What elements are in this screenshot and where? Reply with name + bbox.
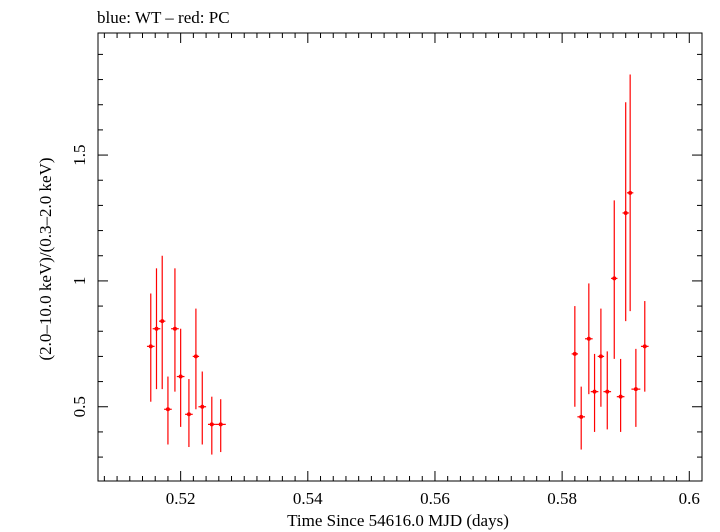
y-tick-label: 1.5 xyxy=(70,144,89,165)
point-marker xyxy=(642,344,647,349)
data-point xyxy=(192,308,200,410)
point-marker xyxy=(193,354,198,359)
x-tick-label: 0.54 xyxy=(293,489,323,508)
data-point xyxy=(626,74,634,312)
x-tick-label: 0.52 xyxy=(166,489,196,508)
tick-labels: 0.52 0.54 0.56 0.58 0.6 0.5 1 1.5 xyxy=(70,144,700,508)
point-marker xyxy=(598,354,603,359)
x-tick-label: 0.58 xyxy=(547,489,577,508)
data-point xyxy=(622,102,629,322)
point-marker xyxy=(572,351,577,356)
point-marker xyxy=(200,404,205,409)
data-point xyxy=(215,399,226,453)
data-point xyxy=(176,328,185,427)
point-marker xyxy=(148,344,153,349)
series-pc xyxy=(146,74,649,455)
point-marker xyxy=(154,326,159,331)
x-axis-label: Time Since 54616.0 MJD (days) xyxy=(287,511,509,530)
point-marker xyxy=(633,387,638,392)
data-point xyxy=(577,386,586,450)
x-tick-label: 0.6 xyxy=(679,489,700,508)
data-point xyxy=(631,348,641,427)
data-point xyxy=(571,306,579,407)
data-point xyxy=(207,396,216,455)
data-point xyxy=(146,293,155,402)
point-marker xyxy=(579,414,584,419)
data-point xyxy=(597,308,605,407)
point-marker xyxy=(209,422,214,427)
data-point xyxy=(611,200,618,359)
point-marker xyxy=(628,190,633,195)
data-point xyxy=(185,379,193,448)
chart-title: blue: WT – red: PC xyxy=(97,8,230,27)
point-marker xyxy=(623,210,628,215)
data-point xyxy=(640,301,649,392)
data-point xyxy=(159,255,166,390)
data-point xyxy=(603,351,612,430)
tick-marks xyxy=(98,33,703,481)
data-point xyxy=(164,376,172,445)
axes xyxy=(97,32,703,482)
plot-frame xyxy=(97,32,703,482)
y-tick-label: 1 xyxy=(70,277,89,286)
point-marker xyxy=(178,374,183,379)
point-marker xyxy=(218,422,223,427)
y-tick-label: 0.5 xyxy=(70,396,89,417)
point-marker xyxy=(186,412,191,417)
point-marker xyxy=(586,336,591,341)
point-marker xyxy=(160,319,165,324)
data-points xyxy=(146,74,649,455)
data-point xyxy=(616,358,625,432)
data-point xyxy=(585,283,593,395)
point-marker xyxy=(612,276,617,281)
data-point xyxy=(171,268,179,392)
y-axis-label: (2.0–10.0 keV)/(0.3–2.0 keV) xyxy=(36,157,55,360)
point-marker xyxy=(592,389,597,394)
point-marker xyxy=(618,394,623,399)
data-point xyxy=(152,268,161,390)
x-tick-label: 0.56 xyxy=(420,489,450,508)
data-point xyxy=(198,371,207,445)
point-marker xyxy=(172,326,177,331)
point-marker xyxy=(605,389,610,394)
point-marker xyxy=(165,407,170,412)
data-point xyxy=(590,353,599,432)
